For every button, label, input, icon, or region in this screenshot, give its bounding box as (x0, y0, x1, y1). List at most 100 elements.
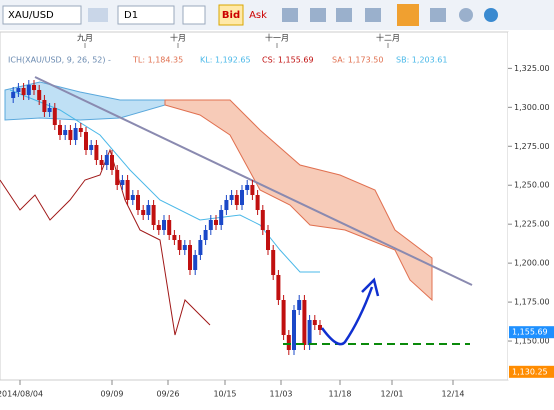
candle-body (193, 255, 198, 270)
candle-body (21, 88, 26, 95)
candle-body (312, 320, 317, 325)
price-axis (508, 32, 554, 380)
candle-body (266, 230, 270, 250)
candle-body (188, 245, 192, 270)
x-tick-label: 11/03 (269, 390, 292, 399)
y-tick-label: 1,175.00 (514, 298, 550, 307)
candle-body (307, 320, 312, 345)
candle-body (84, 132, 88, 150)
candle-body (110, 155, 114, 170)
candle-body (162, 220, 166, 230)
candle-body (146, 205, 151, 215)
candle-body (240, 190, 244, 205)
candle-body (136, 195, 140, 210)
candle-body (16, 88, 21, 92)
candle-body (276, 275, 281, 300)
candle-body (224, 200, 229, 210)
candle-body (141, 210, 146, 215)
indicator-text: CS: 1,155.69 (262, 56, 314, 65)
candle-body (177, 240, 182, 250)
candle-body (271, 250, 276, 275)
candle-body (203, 230, 208, 240)
indicator-text: SB: 1,203.61 (396, 56, 447, 65)
timeframe: D1 (124, 10, 138, 21)
indicator-text: ICH(XAU/USD, 9, 26, 52) - (8, 56, 111, 65)
timeframe-select[interactable] (117, 5, 175, 25)
symbol: XAU/USD (8, 10, 54, 21)
candle-body (26, 85, 31, 95)
candle-body (318, 325, 322, 330)
x-tick-label: 11/18 (328, 390, 351, 399)
candle-body (120, 180, 125, 185)
candle-body (245, 185, 250, 190)
month-label: 十一月 (265, 33, 289, 43)
candle-body (42, 100, 47, 112)
candle-body (89, 145, 94, 150)
candle-body (172, 235, 177, 240)
plot-area (0, 31, 509, 381)
candle-body (229, 195, 234, 200)
candle-body (104, 155, 109, 165)
candle-body (47, 108, 52, 112)
candle-body (250, 185, 255, 195)
candle-body (78, 128, 83, 132)
x-tick-label: 12/01 (380, 390, 403, 399)
candle-body (260, 210, 265, 230)
candle-body (52, 108, 57, 125)
arrow-head (361, 277, 380, 297)
y-tick-label: 1,150.00 (514, 337, 550, 346)
y-tick-label: 1,225.00 (514, 220, 550, 229)
x-tick-label: 09/26 (156, 390, 179, 399)
month-label: 十二月 (376, 33, 400, 43)
y-tick-label: 1,200.00 (514, 259, 550, 268)
candle-body (99, 160, 104, 165)
candle-body (58, 125, 62, 135)
x-tick-label: 09/09 (100, 390, 123, 399)
bid-button[interactable] (218, 4, 244, 26)
price-label-bg (509, 365, 554, 378)
price-label-bg (509, 326, 554, 339)
candle-body (156, 225, 161, 230)
candle-body (63, 130, 68, 135)
candle-body (234, 195, 239, 205)
candle-body (219, 210, 224, 225)
kijun-line (9, 89, 320, 273)
candle-body (302, 300, 307, 345)
candle-body (214, 220, 218, 225)
x-tick-label: 10/15 (213, 390, 236, 399)
month-label: 九月 (77, 34, 93, 43)
y-tick-label: 1,275.00 (514, 142, 550, 151)
forecast-arrow (320, 286, 374, 346)
y-tick-label: 1,325.00 (514, 64, 550, 73)
candle-body (151, 205, 156, 225)
ask[interactable]: Ask (249, 10, 267, 21)
candle-body (11, 92, 16, 98)
x-tick-label: 12/14 (441, 390, 464, 399)
candle-body (297, 300, 302, 310)
candle-body (125, 180, 130, 200)
lagging-line (0, 148, 211, 336)
trend-line (34, 76, 473, 286)
candle-body (182, 245, 187, 250)
candle-body (73, 128, 78, 140)
candle-body (68, 130, 73, 140)
candle-body (286, 335, 291, 350)
candle-body (115, 170, 120, 185)
candles (11, 80, 322, 355)
y-tick-label: 1,250.00 (514, 181, 550, 190)
candle-body (281, 300, 286, 335)
tool-icon[interactable] (88, 8, 108, 22)
toolbar-icons (282, 4, 498, 26)
candle-body (198, 240, 203, 255)
candle-body (37, 90, 42, 100)
symbol-select[interactable] (2, 5, 82, 25)
indicator-text: TL: 1,184.35 (132, 56, 183, 65)
candle-body (94, 145, 99, 160)
candle-body (32, 85, 36, 90)
chart-type-button[interactable] (182, 5, 206, 25)
price-label: 1,155.69 (512, 328, 548, 337)
candle-body (255, 195, 260, 210)
indicator-text: KL: 1,192.65 (200, 56, 251, 65)
